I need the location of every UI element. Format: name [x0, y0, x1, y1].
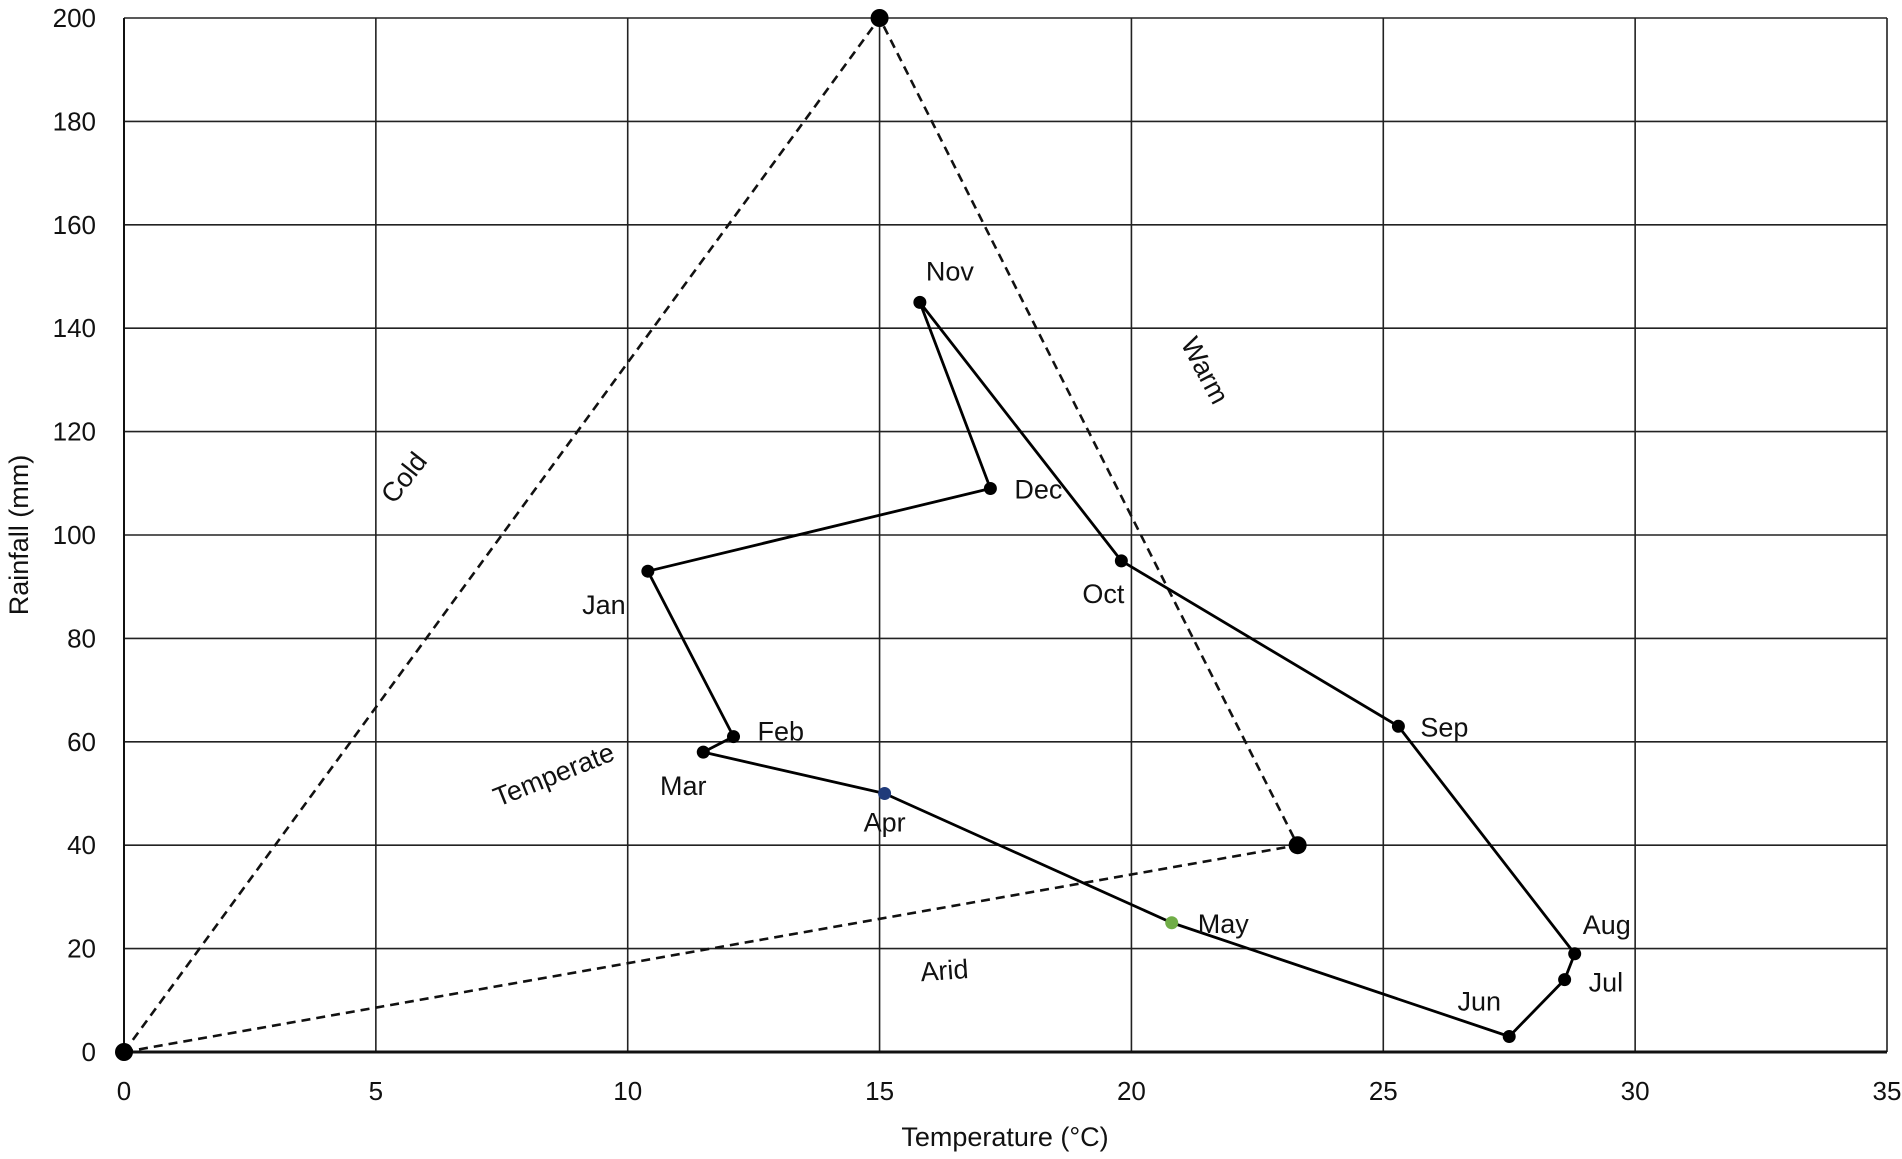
month-label-apr: Apr: [864, 808, 906, 838]
y-tick-label: 80: [67, 623, 96, 653]
x-axis-title: Temperature (°C): [901, 1122, 1108, 1152]
data-point-jul: [1558, 973, 1572, 987]
data-points: [641, 295, 1582, 1043]
gridlines: [124, 17, 1888, 1052]
zone-label-temperate: Temperate: [489, 737, 619, 813]
zone-label-warm: Warm: [1175, 332, 1235, 409]
data-point-oct: [1114, 554, 1128, 568]
month-label-oct: Oct: [1082, 579, 1125, 609]
month-label-dec: Dec: [1014, 474, 1062, 504]
zone-label-cold: Cold: [375, 447, 433, 509]
y-tick-label: 100: [53, 520, 96, 550]
month-label-nov: Nov: [926, 256, 975, 286]
y-axis-title: Rainfall (mm): [4, 455, 34, 616]
triangle-vertex-marker: [115, 1043, 133, 1061]
y-tick-label: 60: [67, 727, 96, 757]
triangle-vertex-marker: [870, 9, 889, 27]
x-tick-label: 0: [117, 1076, 131, 1106]
series-line: [646, 301, 1577, 1038]
y-tick-label: 180: [53, 106, 96, 136]
month-label-may: May: [1198, 909, 1250, 939]
tick-labels: 0 20 40 60 80 100 120 140 160 180 200 0 5 10 15 20 25 30 3…: [53, 3, 1902, 1106]
month-label-jul: Jul: [1589, 968, 1624, 998]
data-point-jan: [641, 564, 655, 578]
data-point-nov: [913, 295, 927, 309]
axes: [123, 18, 1887, 1054]
month-label-aug: Aug: [1583, 910, 1631, 940]
month-label-jan: Jan: [582, 590, 626, 620]
y-tick-label: 0: [82, 1037, 96, 1067]
y-tick-label: 200: [53, 3, 96, 33]
triangle-outline: [121, 15, 1300, 1054]
data-point-jun: [1502, 1029, 1516, 1043]
month-label-jun: Jun: [1457, 986, 1501, 1016]
x-tick-label: 15: [865, 1076, 894, 1106]
triangle-vertex-marker: [1288, 836, 1307, 855]
data-point-mar: [696, 745, 710, 759]
x-tick-label: 5: [369, 1076, 383, 1106]
climate-triangle: [115, 9, 1307, 1061]
data-point-apr: [878, 787, 892, 800]
zone-labels: Cold Warm Temperate Arid: [375, 332, 1235, 987]
x-tick-label: 20: [1117, 1076, 1146, 1106]
month-label-sep: Sep: [1420, 712, 1468, 742]
y-tick-label: 20: [67, 934, 96, 964]
x-tick-label: 30: [1621, 1076, 1650, 1106]
y-tick-label: 120: [53, 417, 96, 447]
y-tick-label: 140: [53, 313, 96, 343]
data-point-aug: [1568, 947, 1582, 961]
climate-graph-line: [646, 301, 1577, 1038]
y-tick-label: 160: [53, 210, 96, 240]
data-point-may: [1165, 916, 1179, 930]
x-tick-label: 35: [1873, 1076, 1902, 1106]
month-label-feb: Feb: [757, 717, 804, 747]
y-tick-label: 40: [67, 830, 96, 860]
data-point-dec: [983, 481, 997, 495]
month-labels: Jan Feb Mar Apr May Jun Jul Aug Sep Oct Nov Dec: [582, 256, 1631, 1016]
data-point-sep: [1391, 719, 1405, 733]
x-tick-label: 25: [1369, 1076, 1398, 1106]
data-point-feb: [726, 730, 740, 744]
month-label-mar: Mar: [660, 771, 707, 801]
zone-label-arid: Arid: [919, 954, 969, 987]
x-tick-label: 10: [613, 1076, 642, 1106]
